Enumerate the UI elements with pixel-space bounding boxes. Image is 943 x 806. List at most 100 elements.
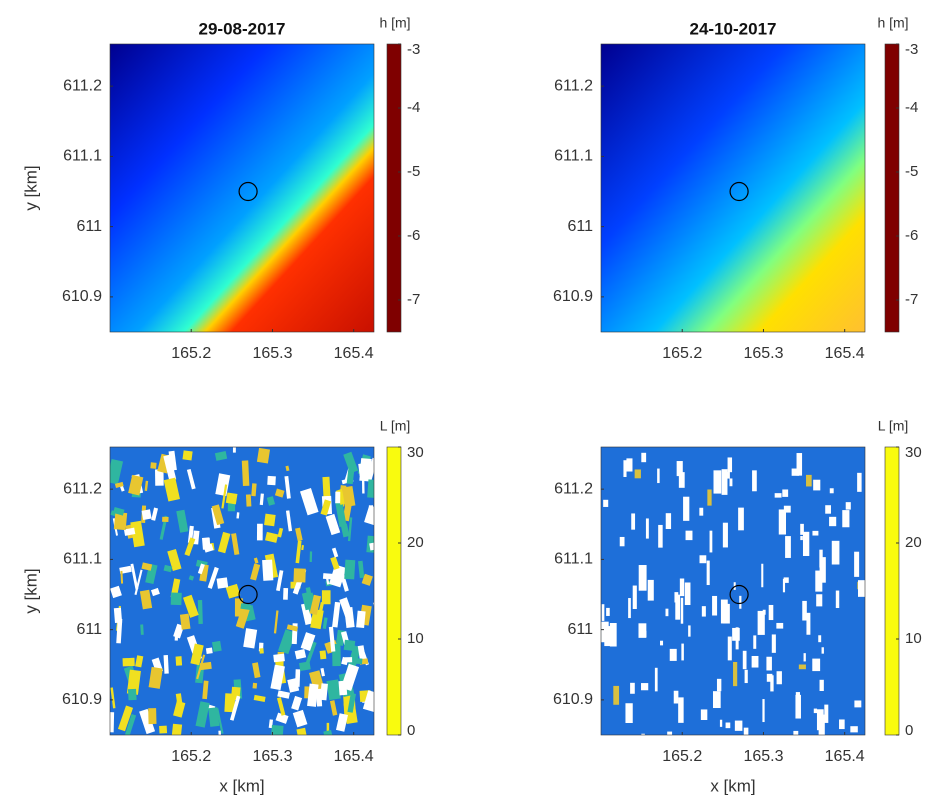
- image-patch: [139, 708, 156, 735]
- image-patch: [319, 683, 328, 701]
- image-patch: [660, 640, 664, 646]
- x-tick-label: 165.4: [334, 345, 374, 362]
- y-tick-label: 610.9: [553, 691, 593, 708]
- axes-box: [600, 446, 866, 736]
- image-patch: [719, 719, 723, 727]
- image-patch: [825, 505, 831, 514]
- image-fill: [601, 447, 865, 735]
- x-tick-label: 165.4: [825, 345, 865, 362]
- image-patch: [854, 700, 862, 708]
- image-patch: [322, 573, 334, 580]
- image-patch: [818, 714, 825, 735]
- location-marker: [238, 181, 258, 202]
- image-patch: [735, 627, 739, 650]
- image-patch: [320, 499, 332, 516]
- image-patch: [609, 623, 617, 647]
- image-patch: [259, 648, 264, 654]
- image-patch: [240, 603, 251, 611]
- image-patch: [215, 473, 231, 497]
- image-patch: [821, 647, 824, 654]
- image-patch: [776, 622, 784, 629]
- image-patch: [604, 626, 611, 647]
- colorbar: [884, 43, 900, 333]
- image-patch: [331, 547, 339, 558]
- x-tick-label: 165.3: [743, 748, 783, 765]
- image-patch: [309, 551, 313, 563]
- image-patch: [641, 683, 649, 691]
- image-patch: [351, 657, 363, 665]
- image-patch: [267, 475, 276, 486]
- image-patch: [680, 597, 684, 624]
- image-patch: [676, 461, 683, 477]
- axes-box: [109, 446, 375, 736]
- image-patch: [179, 613, 191, 630]
- image-patch: [141, 509, 152, 521]
- image-patch: [684, 582, 691, 606]
- image-fill: [601, 44, 865, 332]
- heatmap-image: [601, 44, 865, 332]
- x-tick-label: 165.3: [252, 748, 292, 765]
- image-patch: [171, 723, 183, 735]
- image-patch: [163, 454, 177, 481]
- image-patch: [813, 708, 818, 714]
- heatmap-image: [601, 447, 865, 735]
- image-patch: [124, 714, 137, 735]
- image-patch: [762, 609, 766, 615]
- image-patch: [829, 516, 837, 527]
- image-patch: [277, 527, 284, 538]
- image-patch: [225, 583, 241, 599]
- image-patch: [170, 592, 182, 606]
- image-patch: [330, 556, 340, 570]
- image-patch: [706, 560, 710, 586]
- image-patch: [293, 568, 306, 583]
- image-patch: [606, 607, 610, 616]
- colorbar-tick-label: 20: [905, 534, 922, 551]
- image-patch: [367, 479, 374, 498]
- colorbar-tick-label: -4: [407, 99, 420, 116]
- image-patch: [800, 536, 803, 541]
- image-patch: [774, 493, 782, 498]
- panel-title: 29-08-2017: [199, 19, 286, 38]
- image-patch: [796, 453, 803, 476]
- image-patch: [766, 656, 772, 671]
- image-patch: [824, 704, 829, 723]
- y-axis-label: y [km]: [21, 165, 40, 210]
- image-patch: [361, 573, 373, 586]
- image-patch: [273, 610, 279, 634]
- image-patch: [276, 697, 286, 716]
- image-patch: [197, 599, 203, 625]
- colorbar-tick-label: -3: [407, 41, 420, 58]
- image-patch: [751, 655, 759, 668]
- image-patch: [364, 505, 374, 526]
- colorbar-tick-label: -6: [407, 227, 420, 244]
- image-patch: [205, 647, 213, 655]
- image-patch: [322, 617, 328, 630]
- image-patch: [188, 575, 195, 581]
- image-patch: [785, 536, 791, 558]
- image-patch: [835, 590, 840, 609]
- y-tick-label: 610.9: [62, 691, 102, 708]
- colorbar-tick-label: -4: [905, 99, 918, 116]
- image-patch: [300, 488, 319, 516]
- x-tick-label: 165.2: [171, 345, 211, 362]
- image-patch: [216, 577, 229, 589]
- image-patch: [175, 656, 183, 666]
- image-patch: [742, 650, 747, 670]
- image-patch: [601, 604, 605, 621]
- image-patch: [372, 600, 374, 618]
- location-marker: [729, 181, 749, 202]
- image-patch: [135, 655, 144, 668]
- image-patch: [842, 510, 850, 528]
- image-patch: [638, 623, 647, 638]
- image-patch: [831, 540, 840, 565]
- y-tick-label: 611.2: [554, 480, 593, 497]
- image-patch: [211, 504, 225, 526]
- image-patch: [669, 648, 677, 661]
- image-patch: [122, 657, 135, 667]
- image-patch: [359, 458, 372, 482]
- y-tick-label: 611.2: [63, 480, 102, 497]
- x-axis-label: x [km]: [710, 776, 755, 795]
- image-patch: [339, 573, 349, 592]
- image-patch: [195, 701, 210, 728]
- image-patch: [658, 524, 663, 548]
